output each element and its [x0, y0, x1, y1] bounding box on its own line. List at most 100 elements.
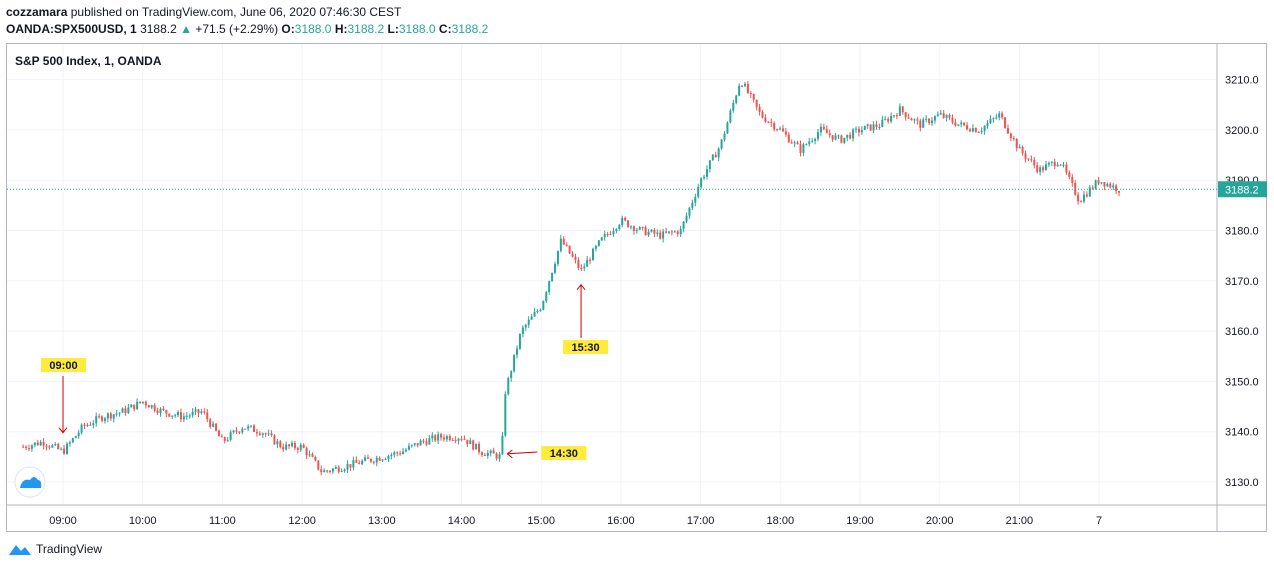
candle-body	[1080, 201, 1083, 203]
candle-body	[758, 106, 761, 112]
candle-body	[355, 460, 358, 463]
candle-body	[548, 281, 551, 293]
candle-body	[919, 120, 922, 128]
time-tick-label: 14:00	[448, 515, 476, 527]
candle-body	[71, 438, 74, 443]
candle-body	[802, 144, 805, 153]
candle-body	[1115, 185, 1118, 192]
candle-body	[767, 121, 770, 123]
candle-body	[577, 259, 580, 268]
candle-body	[171, 415, 174, 417]
candle-body	[378, 457, 381, 461]
candles	[22, 80, 1121, 476]
annotation-label[interactable]: 09:00	[41, 358, 86, 372]
candle-body	[328, 470, 331, 472]
candle-body	[682, 221, 685, 229]
author-name[interactable]: cozzamara	[6, 5, 68, 19]
candle-body	[1091, 187, 1094, 189]
candle-body	[787, 134, 790, 143]
candle-body	[726, 122, 729, 134]
candle-body	[372, 461, 375, 463]
candle-body	[177, 412, 180, 416]
candle-body	[188, 415, 191, 417]
footer: TradingView	[8, 541, 102, 557]
candle-body	[533, 312, 536, 317]
candle-body	[410, 444, 413, 446]
candle-body	[521, 327, 524, 335]
candle-body	[270, 433, 273, 436]
annotation-arrowhead	[58, 427, 68, 434]
annotation-label[interactable]: 14:30	[541, 446, 587, 460]
candle-body	[676, 231, 679, 235]
candle-body	[513, 354, 516, 372]
candle-body	[893, 115, 896, 117]
candle-body	[387, 455, 390, 460]
candle-body	[1004, 117, 1007, 129]
candle-body	[1027, 158, 1030, 160]
candle-body	[156, 410, 159, 413]
candle-body	[45, 445, 48, 447]
candle-body	[951, 117, 954, 123]
candle-body	[454, 440, 457, 442]
candle-body	[1047, 162, 1050, 165]
annotation-label-bg	[41, 358, 86, 372]
candle-body	[1030, 159, 1033, 161]
candle-body	[361, 460, 364, 465]
candle-body	[910, 118, 913, 121]
candle-body	[825, 129, 828, 134]
candle-body	[320, 469, 323, 473]
candle-body	[331, 468, 334, 472]
candle-body	[922, 119, 925, 128]
candle-body	[478, 443, 481, 453]
candle-body	[483, 455, 486, 457]
candle-body	[627, 220, 630, 228]
candle-body	[258, 433, 261, 435]
candle-body	[68, 442, 71, 444]
candle-body	[594, 245, 597, 249]
candle-body	[711, 154, 714, 161]
candle-body	[738, 85, 741, 96]
candle-body	[1106, 183, 1109, 187]
candle-body	[334, 467, 337, 469]
price-axis: 3210.03200.03190.03180.03170.03160.03150…	[1225, 75, 1259, 489]
candle-body	[670, 231, 673, 233]
candle-body	[945, 115, 948, 118]
candle-body	[147, 405, 150, 408]
candle-body	[1103, 182, 1106, 187]
candle-body	[226, 439, 229, 441]
candle-body	[241, 428, 244, 433]
candle-body	[364, 457, 367, 461]
candle-body	[980, 130, 983, 133]
tradingview-chart-logo-icon[interactable]	[14, 466, 46, 498]
candle-body	[714, 154, 717, 158]
candle-body	[837, 135, 840, 137]
price-tick-label: 3170.0	[1225, 276, 1259, 288]
candle-body	[720, 139, 723, 149]
candle-body	[92, 423, 95, 426]
tradingview-logo-icon[interactable]	[8, 541, 32, 557]
candle-body	[644, 227, 647, 236]
candle-body	[30, 445, 33, 449]
candle-body	[641, 226, 644, 228]
candle-body	[33, 442, 36, 446]
candle-body	[761, 111, 764, 118]
candle-body	[159, 408, 162, 413]
candle-body	[1082, 194, 1085, 202]
candle-body	[735, 95, 738, 103]
candle-body	[133, 404, 136, 410]
low-value: 3188.0	[398, 22, 436, 36]
candle-body	[559, 238, 562, 251]
annotation-label[interactable]: 15:30	[563, 340, 609, 354]
candle-body	[1018, 146, 1021, 149]
candle-body	[843, 137, 846, 143]
candle-body	[966, 125, 969, 130]
candle-body	[933, 116, 936, 121]
brand-name[interactable]: TradingView	[36, 542, 103, 556]
candle-body	[1118, 191, 1121, 193]
time-tick-label: 17:00	[687, 515, 715, 527]
candle-body	[437, 434, 440, 441]
candle-body	[781, 128, 784, 132]
candle-body	[703, 176, 706, 179]
candle-body	[185, 415, 188, 417]
